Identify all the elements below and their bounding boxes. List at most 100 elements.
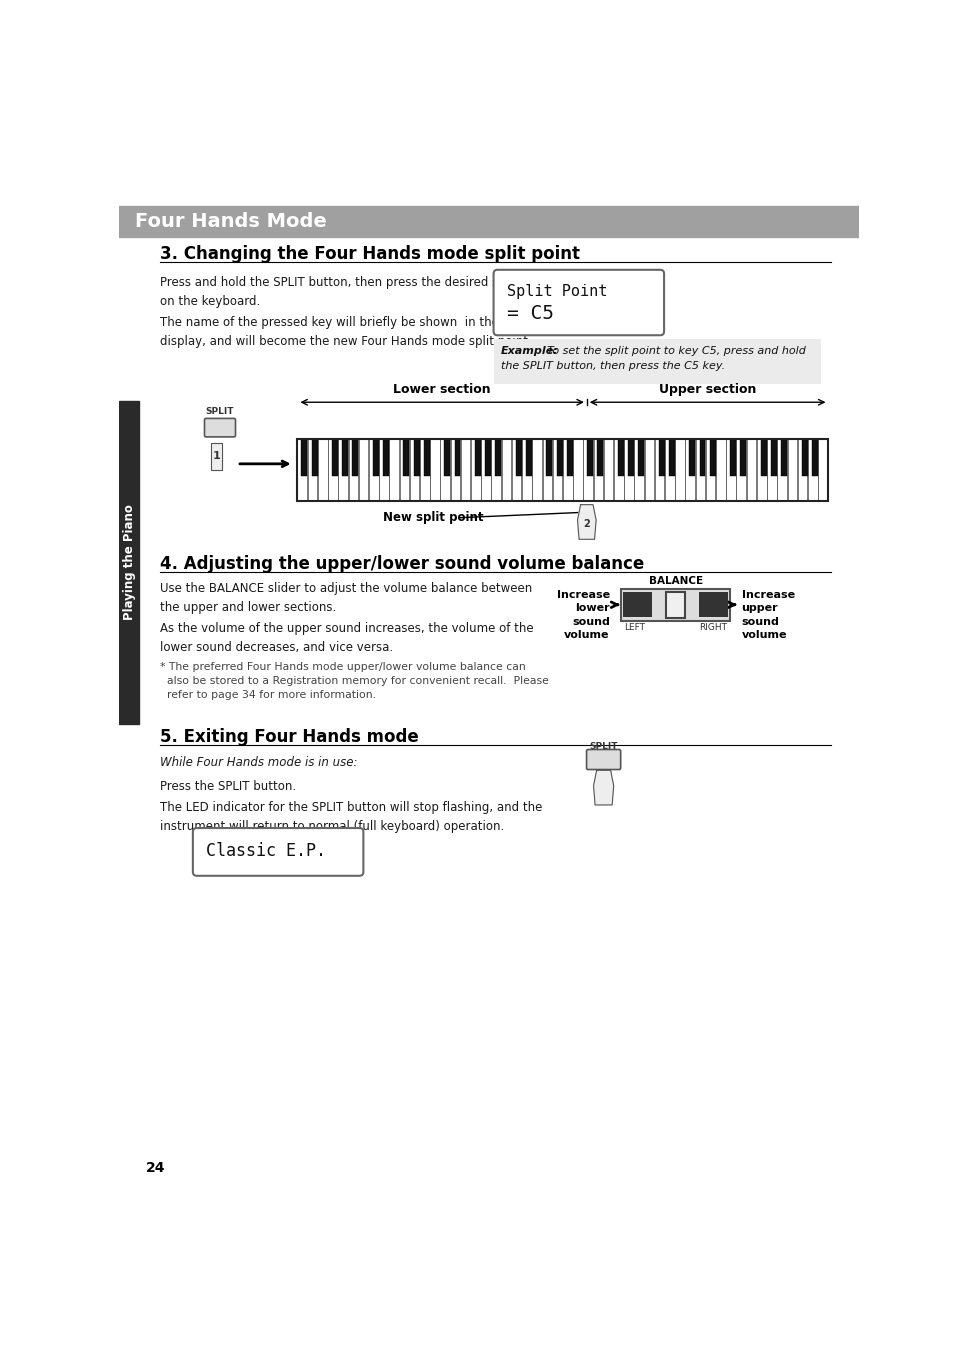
Bar: [781, 439, 786, 477]
Text: = C5: = C5: [506, 305, 553, 324]
Bar: [512, 439, 521, 501]
Text: RIGHT: RIGHT: [699, 624, 726, 632]
Bar: [620, 589, 729, 621]
Bar: [746, 439, 756, 501]
Bar: [699, 593, 728, 617]
Bar: [317, 439, 327, 501]
Text: The name of the pressed key will briefly be shown  in the LCD
display, and will : The name of the pressed key will briefly…: [159, 316, 531, 348]
Bar: [450, 439, 459, 501]
FancyBboxPatch shape: [193, 828, 363, 876]
Bar: [348, 439, 357, 501]
Bar: [684, 439, 695, 501]
Bar: [373, 439, 378, 477]
Bar: [532, 439, 541, 501]
Bar: [494, 339, 821, 383]
Bar: [666, 591, 684, 618]
Bar: [297, 439, 827, 501]
Bar: [699, 439, 704, 477]
FancyBboxPatch shape: [204, 418, 235, 437]
Bar: [705, 439, 715, 501]
Bar: [623, 439, 633, 501]
Bar: [807, 439, 817, 501]
Text: Split Point: Split Point: [506, 285, 606, 300]
Bar: [709, 439, 715, 477]
Bar: [725, 439, 735, 501]
Bar: [423, 439, 430, 477]
Text: Lower section: Lower section: [393, 383, 491, 396]
Bar: [460, 439, 470, 501]
Bar: [546, 439, 552, 477]
Bar: [516, 439, 521, 477]
Bar: [542, 439, 552, 501]
Polygon shape: [211, 443, 221, 470]
Bar: [501, 439, 511, 501]
Bar: [787, 439, 797, 501]
Bar: [454, 439, 460, 477]
Bar: [119, 207, 858, 236]
Bar: [638, 439, 643, 477]
Text: New split point: New split point: [382, 512, 483, 524]
Text: Increase
upper
sound
volume: Increase upper sound volume: [740, 590, 794, 640]
Bar: [614, 439, 623, 501]
Bar: [582, 439, 593, 501]
Bar: [308, 439, 317, 501]
Bar: [756, 439, 765, 501]
Bar: [414, 439, 419, 477]
Polygon shape: [593, 771, 613, 805]
Bar: [797, 439, 806, 501]
Bar: [328, 439, 337, 501]
Text: SPLIT: SPLIT: [589, 743, 618, 751]
Bar: [777, 439, 786, 501]
Bar: [383, 439, 389, 477]
Bar: [811, 439, 817, 477]
Bar: [593, 439, 602, 501]
Text: 1: 1: [212, 451, 220, 462]
Text: SPLIT: SPLIT: [206, 408, 234, 416]
Bar: [654, 439, 663, 501]
Bar: [618, 439, 623, 477]
Bar: [675, 439, 684, 501]
Bar: [587, 439, 593, 477]
Bar: [664, 439, 674, 501]
Text: 5. Exiting Four Hands mode: 5. Exiting Four Hands mode: [159, 728, 417, 747]
Bar: [485, 439, 491, 477]
Bar: [389, 439, 398, 501]
Bar: [338, 439, 348, 501]
Bar: [736, 439, 745, 501]
Bar: [668, 439, 674, 477]
Bar: [603, 439, 613, 501]
Text: Classic E.P.: Classic E.P.: [206, 842, 326, 860]
Bar: [430, 439, 439, 501]
Bar: [760, 439, 766, 477]
Bar: [480, 439, 491, 501]
Bar: [312, 439, 317, 477]
Bar: [403, 439, 409, 477]
Bar: [622, 593, 652, 617]
Text: The LED indicator for the SPLIT button will stop flashing, and the
instrument wi: The LED indicator for the SPLIT button w…: [159, 801, 541, 833]
Text: Example:: Example:: [500, 346, 558, 356]
Bar: [770, 439, 776, 477]
Bar: [471, 439, 480, 501]
Text: As the volume of the upper sound increases, the volume of the
lower sound decrea: As the volume of the upper sound increas…: [159, 622, 533, 655]
Text: Press and hold the SPLIT button, then press the desired split key
on the keyboar: Press and hold the SPLIT button, then pr…: [159, 275, 540, 308]
Bar: [801, 439, 806, 477]
Bar: [358, 439, 368, 501]
Bar: [644, 439, 654, 501]
Bar: [627, 439, 634, 477]
Text: 2: 2: [583, 518, 590, 529]
Bar: [491, 439, 500, 501]
Text: Upper section: Upper section: [659, 383, 756, 396]
Bar: [332, 439, 337, 477]
Text: Playing the Piano: Playing the Piano: [123, 505, 135, 621]
Text: * The preferred Four Hands mode upper/lower volume balance can
  also be stored : * The preferred Four Hands mode upper/lo…: [159, 663, 548, 701]
Bar: [729, 439, 736, 477]
Bar: [562, 439, 572, 501]
Bar: [573, 439, 582, 501]
Text: 3. Changing the Four Hands mode split point: 3. Changing the Four Hands mode split po…: [159, 246, 578, 263]
Bar: [634, 439, 643, 501]
Bar: [369, 439, 378, 501]
Bar: [716, 439, 725, 501]
Bar: [352, 439, 358, 477]
FancyBboxPatch shape: [493, 270, 663, 335]
Text: To set the split point to key C5, press and hold: To set the split point to key C5, press …: [546, 346, 805, 356]
